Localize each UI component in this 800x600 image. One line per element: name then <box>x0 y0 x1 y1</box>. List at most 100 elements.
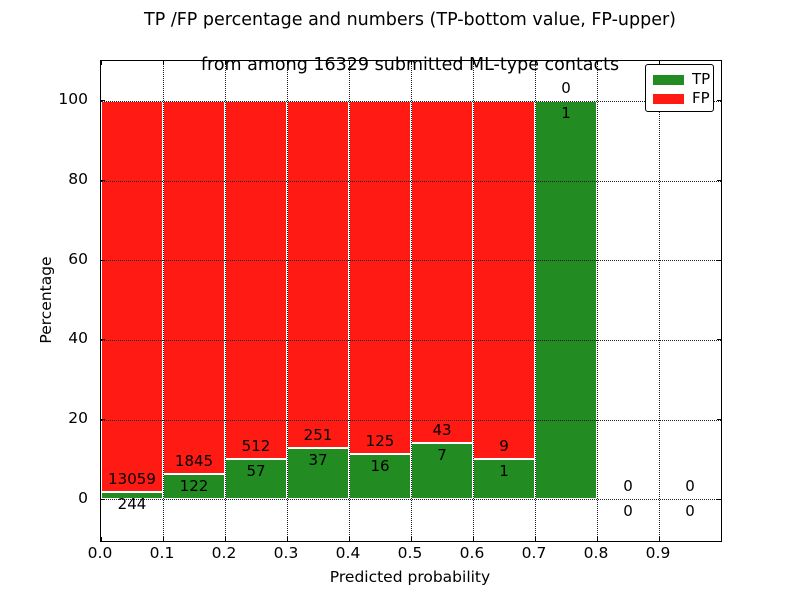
bar-segment-tp <box>535 100 597 500</box>
bar-segment-fp <box>225 100 287 460</box>
gridline-horizontal <box>101 100 721 102</box>
fp-count-label: 512 <box>241 437 271 456</box>
fp-count-label: 0 <box>685 477 695 496</box>
gridline-horizontal <box>101 180 721 182</box>
y-tick-mark <box>101 419 105 420</box>
tp-count-label: 16 <box>370 456 390 475</box>
x-tick-mark <box>224 537 226 541</box>
fp-count-label: 0 <box>623 477 633 496</box>
y-tick-mark-right <box>717 419 721 420</box>
x-tick-label: 0.4 <box>335 544 361 562</box>
bar-segment-tp <box>349 453 411 500</box>
x-tick-mark <box>534 537 536 541</box>
y-tick-mark <box>101 498 105 500</box>
tp-count-label: 122 <box>179 477 209 496</box>
x-tick-mark-top <box>162 61 164 65</box>
gridline-vertical <box>411 61 412 541</box>
plot-area: 13059 244 1845 122 512 57 251 37 125 16 43 7 9 1 0 1 0 0 0… <box>100 60 722 542</box>
x-tick-label: 0.7 <box>521 544 547 562</box>
fp-legend-swatch <box>653 93 684 104</box>
y-tick-label: 20 <box>68 409 88 427</box>
x-tick-mark-top <box>286 61 288 65</box>
legend: TP FP <box>645 64 714 112</box>
x-tick-mark-top <box>100 61 102 65</box>
y-tick-label: 80 <box>68 170 88 188</box>
bar-segment-tp <box>101 491 163 500</box>
bar-segment-fp <box>287 100 349 448</box>
y-tick-label: 60 <box>68 249 88 268</box>
y-tick-mark-right <box>717 100 721 102</box>
fp-count-label: 251 <box>303 426 333 444</box>
fp-count-label: 1845 <box>174 452 214 471</box>
x-tick-mark <box>348 537 350 541</box>
legend-entry-label: TP <box>692 70 711 88</box>
gridline-horizontal <box>101 499 721 501</box>
x-tick-label: 0.1 <box>149 544 175 562</box>
bar-segment-fp <box>349 100 411 454</box>
chart-title-line1: TP /FP percentage and numbers (TP-bottom… <box>144 10 676 30</box>
tp-count-label: 244 <box>117 494 147 513</box>
bar-segment-fp <box>101 100 163 492</box>
x-tick-label: 0.6 <box>459 544 485 562</box>
tp-count-label: 37 <box>308 450 328 469</box>
y-tick-mark <box>101 100 105 102</box>
bar-segment-tp <box>163 474 225 500</box>
fp-count-label: 43 <box>432 421 452 440</box>
x-tick-mark-top <box>410 61 412 65</box>
x-tick-mark-top <box>658 61 660 65</box>
y-tick-mark <box>101 180 105 181</box>
x-tick-mark-top <box>348 61 350 65</box>
y-tick-mark-right <box>717 259 721 261</box>
x-tick-mark-top <box>472 61 474 65</box>
bar-segment-fp <box>473 100 535 460</box>
x-tick-mark <box>162 537 164 541</box>
fp-count-label: 0 <box>561 78 571 97</box>
y-tick-mark <box>101 259 105 261</box>
legend-entry: FP <box>653 89 713 108</box>
x-tick-mark-top <box>534 61 536 65</box>
bar-segment-fp <box>411 100 473 444</box>
legend-entry: TP <box>653 70 713 89</box>
y-tick-mark-right <box>717 339 721 341</box>
y-tick-mark <box>101 339 105 341</box>
gridline-vertical <box>225 61 226 541</box>
gridline-horizontal <box>101 419 721 421</box>
x-tick-mark <box>286 537 288 541</box>
tp-count-label: 7 <box>437 446 447 465</box>
x-tick-mark <box>596 537 598 541</box>
y-tick-mark-right <box>717 498 721 500</box>
bar-segment-fp <box>163 100 225 475</box>
legend-entry-label: FP <box>692 89 710 107</box>
x-tick-mark <box>100 537 102 541</box>
fp-count-label: 9 <box>499 437 509 456</box>
gridline-vertical <box>287 61 288 541</box>
fp-count-label: 13059 <box>108 469 156 488</box>
x-tick-mark <box>658 537 660 541</box>
gridline-vertical <box>659 61 660 541</box>
tp-count-label: 0 <box>623 502 633 521</box>
gridline-horizontal <box>101 260 721 262</box>
tp-legend-swatch <box>653 74 684 85</box>
gridline-vertical <box>597 61 598 541</box>
bar-segment-tp <box>473 459 535 500</box>
gridline-horizontal <box>101 339 721 341</box>
gridline-vertical <box>473 61 474 541</box>
y-tick-label: 40 <box>68 329 88 348</box>
x-tick-label: 0.9 <box>645 544 671 562</box>
x-tick-mark-top <box>596 61 598 65</box>
gridline-vertical <box>349 61 350 541</box>
x-tick-mark-top <box>224 61 226 65</box>
tp-count-label: 1 <box>561 103 571 122</box>
y-tick-mark-right <box>717 180 721 181</box>
y-tick-label: 100 <box>58 90 88 109</box>
gridline-vertical <box>535 61 536 541</box>
x-tick-label: 0.0 <box>87 544 113 562</box>
tp-count-label: 57 <box>246 462 266 481</box>
x-tick-label: 0.8 <box>583 544 609 562</box>
y-tick-label: 0 <box>78 488 88 507</box>
tp-count-label: 1 <box>499 462 509 481</box>
x-tick-mark <box>410 537 412 541</box>
x-axis-label: Predicted probability <box>329 568 491 586</box>
tp-count-label: 0 <box>685 502 695 521</box>
